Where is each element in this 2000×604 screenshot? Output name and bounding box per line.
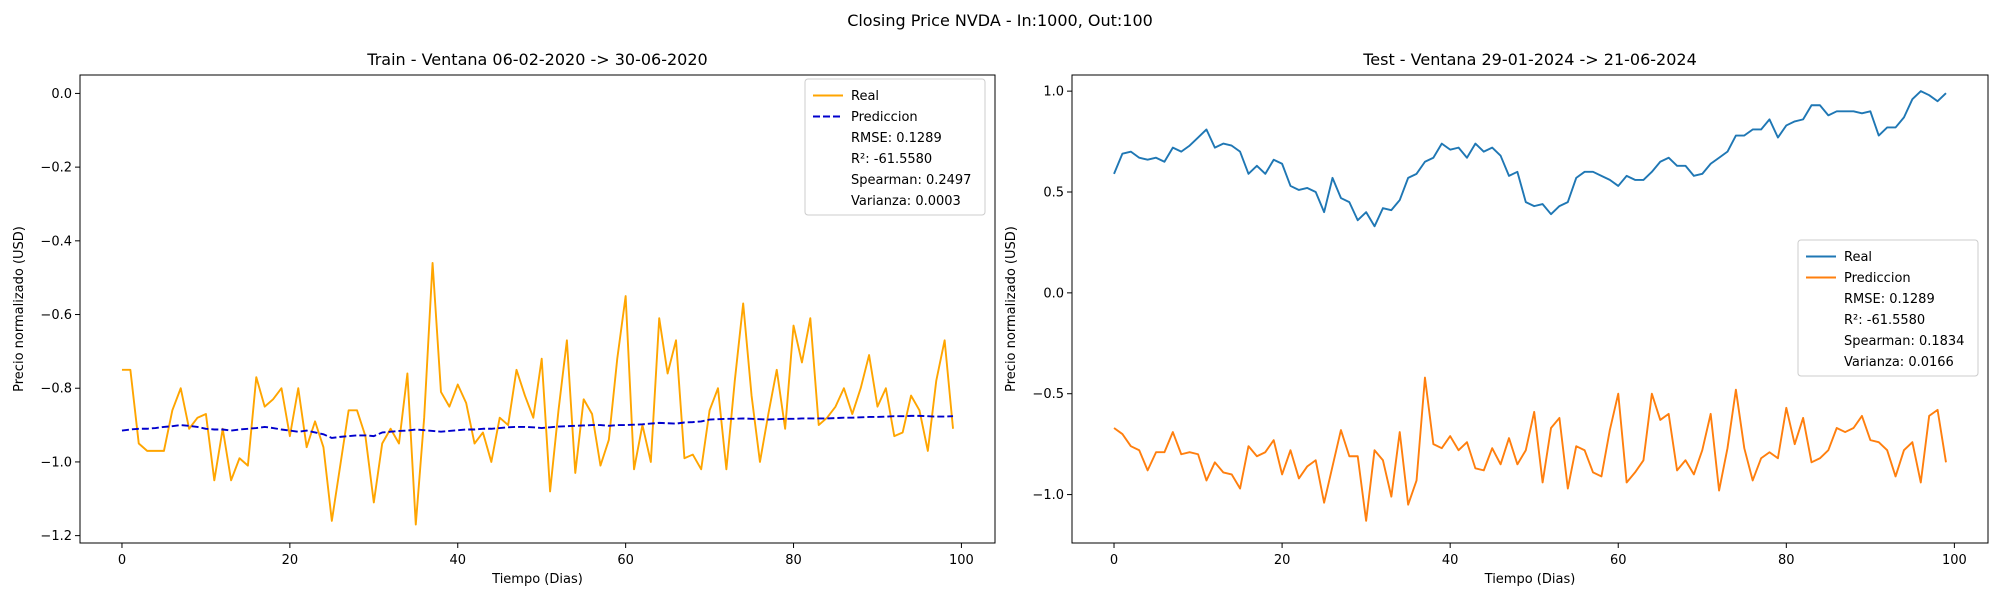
- legend-box: [804, 78, 986, 216]
- legend-stat: Varianza: 0.0166: [1844, 355, 1954, 370]
- panel-title: Train - Ventana 06-02-2020 -> 30-06-2020: [366, 50, 707, 69]
- legend-stat: Spearman: 0.2497: [851, 173, 971, 188]
- y-tick-label: −0.2: [40, 161, 72, 176]
- legend-stat: RMSE: 0.1289: [851, 131, 942, 146]
- legend: Real Prediccion RMSE: 0.1289 R²: -61.5580 Sp…: [1797, 239, 1979, 377]
- x-axis-label: Tiempo (Dias): [491, 572, 583, 587]
- x-tick-label: 100: [1942, 553, 1967, 568]
- y-tick-label: 0.0: [1043, 286, 1064, 301]
- panel-1: Train - Ventana 06-02-2020 -> 30-06-2020…: [12, 50, 996, 587]
- plot-frame: [1071, 74, 1989, 544]
- y-tick-label: 0.0: [51, 87, 72, 102]
- panel-2: Test - Ventana 29-01-2024 -> 21-06-2024 0…: [1004, 50, 1989, 587]
- x-tick-label: 40: [1442, 553, 1459, 568]
- x-tick-label: 100: [949, 553, 974, 568]
- y-tick-label: 0.5: [1043, 186, 1064, 201]
- x-tick-label: 60: [1610, 553, 1627, 568]
- legend-label: Real: [851, 89, 879, 104]
- figure-title: Closing Price NVDA - In:1000, Out:100: [847, 11, 1153, 30]
- x-tick-label: 40: [449, 553, 466, 568]
- x-tick-label: 80: [785, 553, 802, 568]
- legend-stat: R²: -61.5580: [1844, 313, 1925, 328]
- legend-label: Real: [1844, 250, 1872, 265]
- y-axis-label: Precio normalizado (USD): [12, 226, 27, 392]
- x-axis-label: Tiempo (Dias): [1484, 572, 1576, 587]
- y-tick-label: −0.5: [1032, 387, 1064, 402]
- x-tick-label: 80: [1778, 553, 1795, 568]
- x-tick-label: 20: [282, 553, 299, 568]
- y-tick-label: −0.4: [40, 234, 72, 249]
- series-line-1: [1113, 90, 1947, 228]
- y-tick-label: −1.0: [40, 455, 72, 470]
- x-tick-label: 60: [617, 553, 634, 568]
- series-line-2: [1113, 376, 1947, 522]
- legend: Real Prediccion RMSE: 0.1289 R²: -61.5580 Sp…: [804, 78, 986, 216]
- legend-stat: Varianza: 0.0003: [851, 194, 961, 209]
- legend-stat: Spearman: 0.1834: [1844, 334, 1964, 349]
- x-tick-label: 0: [118, 553, 126, 568]
- y-axis-label: Precio normalizado (USD): [1004, 226, 1019, 392]
- y-tick-label: −1.2: [40, 529, 72, 544]
- y-tick-label: −0.6: [40, 308, 72, 323]
- y-tick-label: −0.8: [40, 382, 72, 397]
- panel-title: Test - Ventana 29-01-2024 -> 21-06-2024: [1362, 50, 1697, 69]
- legend-label: Prediccion: [1844, 271, 1911, 286]
- series-line-1: [121, 261, 954, 526]
- y-tick-label: 1.0: [1043, 85, 1064, 100]
- x-tick-label: 20: [1274, 553, 1291, 568]
- legend-box: [1797, 239, 1979, 377]
- legend-label: Prediccion: [851, 110, 918, 125]
- legend-stat: R²: -61.5580: [851, 152, 932, 167]
- plot-frame: [79, 74, 996, 544]
- series-line-2: [121, 414, 954, 439]
- legend-stat: RMSE: 0.1289: [1844, 292, 1935, 307]
- x-tick-label: 0: [1110, 553, 1118, 568]
- y-tick-label: −1.0: [1032, 488, 1064, 503]
